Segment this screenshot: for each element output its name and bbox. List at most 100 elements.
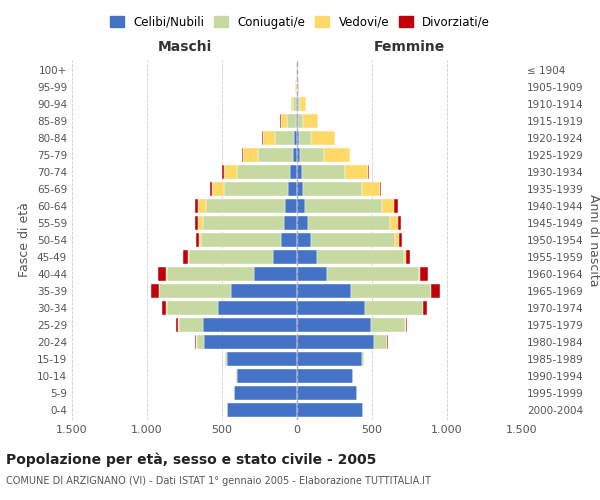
Bar xyxy=(406,318,407,332)
Bar xyxy=(189,250,273,264)
Text: COMUNE DI ARZIGNANO (VI) - Dati ISTAT 1° gennaio 2005 - Elaborazione TUTTITALIA.: COMUNE DI ARZIGNANO (VI) - Dati ISTAT 1°… xyxy=(6,476,431,486)
Bar xyxy=(290,165,297,180)
Legend: Celibi/Nubili, Coniugati/e, Vedovi/e, Divorziati/e: Celibi/Nubili, Coniugati/e, Vedovi/e, Di… xyxy=(105,11,495,34)
Bar xyxy=(420,266,428,281)
Bar xyxy=(311,233,395,247)
Bar xyxy=(294,131,297,146)
Bar xyxy=(198,199,205,214)
Bar xyxy=(258,148,293,162)
Bar xyxy=(195,216,198,230)
Bar xyxy=(288,182,297,196)
Y-axis label: Fasce di età: Fasce di età xyxy=(19,202,31,278)
Bar xyxy=(158,266,166,281)
Bar xyxy=(303,182,361,196)
Bar xyxy=(285,199,297,214)
Bar xyxy=(284,216,297,230)
Bar xyxy=(395,233,399,247)
Bar xyxy=(199,233,201,247)
Bar xyxy=(431,284,439,298)
Bar xyxy=(195,199,198,214)
Bar xyxy=(394,199,398,214)
Text: Maschi: Maschi xyxy=(157,40,212,54)
Bar xyxy=(179,318,203,332)
Bar xyxy=(297,266,327,281)
Bar xyxy=(225,352,227,366)
Bar xyxy=(380,182,382,196)
Text: Popolazione per età, sesso e stato civile - 2005: Popolazione per età, sesso e stato civil… xyxy=(6,452,376,467)
Bar xyxy=(300,148,324,162)
Bar xyxy=(367,165,368,180)
Bar xyxy=(308,216,390,230)
Bar xyxy=(227,402,297,417)
Bar xyxy=(297,114,298,128)
Bar xyxy=(365,300,423,315)
Bar xyxy=(300,97,306,112)
Bar xyxy=(297,216,308,230)
Bar xyxy=(302,165,345,180)
Bar xyxy=(297,334,373,349)
Bar xyxy=(263,131,275,146)
Bar xyxy=(324,148,349,162)
Bar xyxy=(237,165,290,180)
Bar xyxy=(297,386,357,400)
Bar xyxy=(254,266,297,281)
Bar xyxy=(291,97,293,112)
Bar xyxy=(204,334,297,349)
Bar xyxy=(298,114,303,128)
Bar xyxy=(297,182,303,196)
Bar xyxy=(234,386,297,400)
Bar xyxy=(297,97,298,112)
Bar xyxy=(345,165,367,180)
Bar xyxy=(361,182,380,196)
Bar xyxy=(371,318,405,332)
Bar xyxy=(163,300,166,315)
Bar xyxy=(399,233,402,247)
Bar xyxy=(166,266,167,281)
Bar xyxy=(198,216,203,230)
Bar xyxy=(275,131,294,146)
Bar xyxy=(231,284,297,298)
Bar xyxy=(298,97,300,112)
Bar xyxy=(242,148,243,162)
Bar xyxy=(237,368,297,383)
Bar xyxy=(281,233,297,247)
Bar xyxy=(390,216,398,230)
Bar xyxy=(311,131,335,146)
Bar xyxy=(305,199,382,214)
Bar xyxy=(212,182,223,196)
Bar xyxy=(201,233,281,247)
Bar xyxy=(296,97,297,112)
Bar xyxy=(398,216,401,230)
Bar xyxy=(287,114,296,128)
Bar xyxy=(317,250,404,264)
Bar xyxy=(297,165,302,180)
Bar xyxy=(281,114,287,128)
Bar xyxy=(299,131,311,146)
Bar xyxy=(327,266,419,281)
Bar xyxy=(406,250,410,264)
Bar xyxy=(297,352,361,366)
Bar xyxy=(373,334,387,349)
Bar xyxy=(296,114,297,128)
Bar xyxy=(227,352,297,366)
Bar xyxy=(349,148,350,162)
Bar xyxy=(297,284,351,298)
Bar xyxy=(218,300,297,315)
Bar xyxy=(223,182,288,196)
Bar xyxy=(273,250,297,264)
Text: Femmine: Femmine xyxy=(374,40,445,54)
Bar xyxy=(405,318,406,332)
Bar xyxy=(178,318,179,332)
Bar xyxy=(223,165,237,180)
Bar xyxy=(404,250,406,264)
Bar xyxy=(297,131,299,146)
Bar xyxy=(167,266,254,281)
Bar xyxy=(210,182,212,196)
Bar xyxy=(351,284,431,298)
Bar xyxy=(297,300,365,315)
Bar xyxy=(297,368,353,383)
Bar xyxy=(297,199,305,214)
Bar xyxy=(298,80,299,94)
Bar xyxy=(187,250,189,264)
Bar xyxy=(293,97,296,112)
